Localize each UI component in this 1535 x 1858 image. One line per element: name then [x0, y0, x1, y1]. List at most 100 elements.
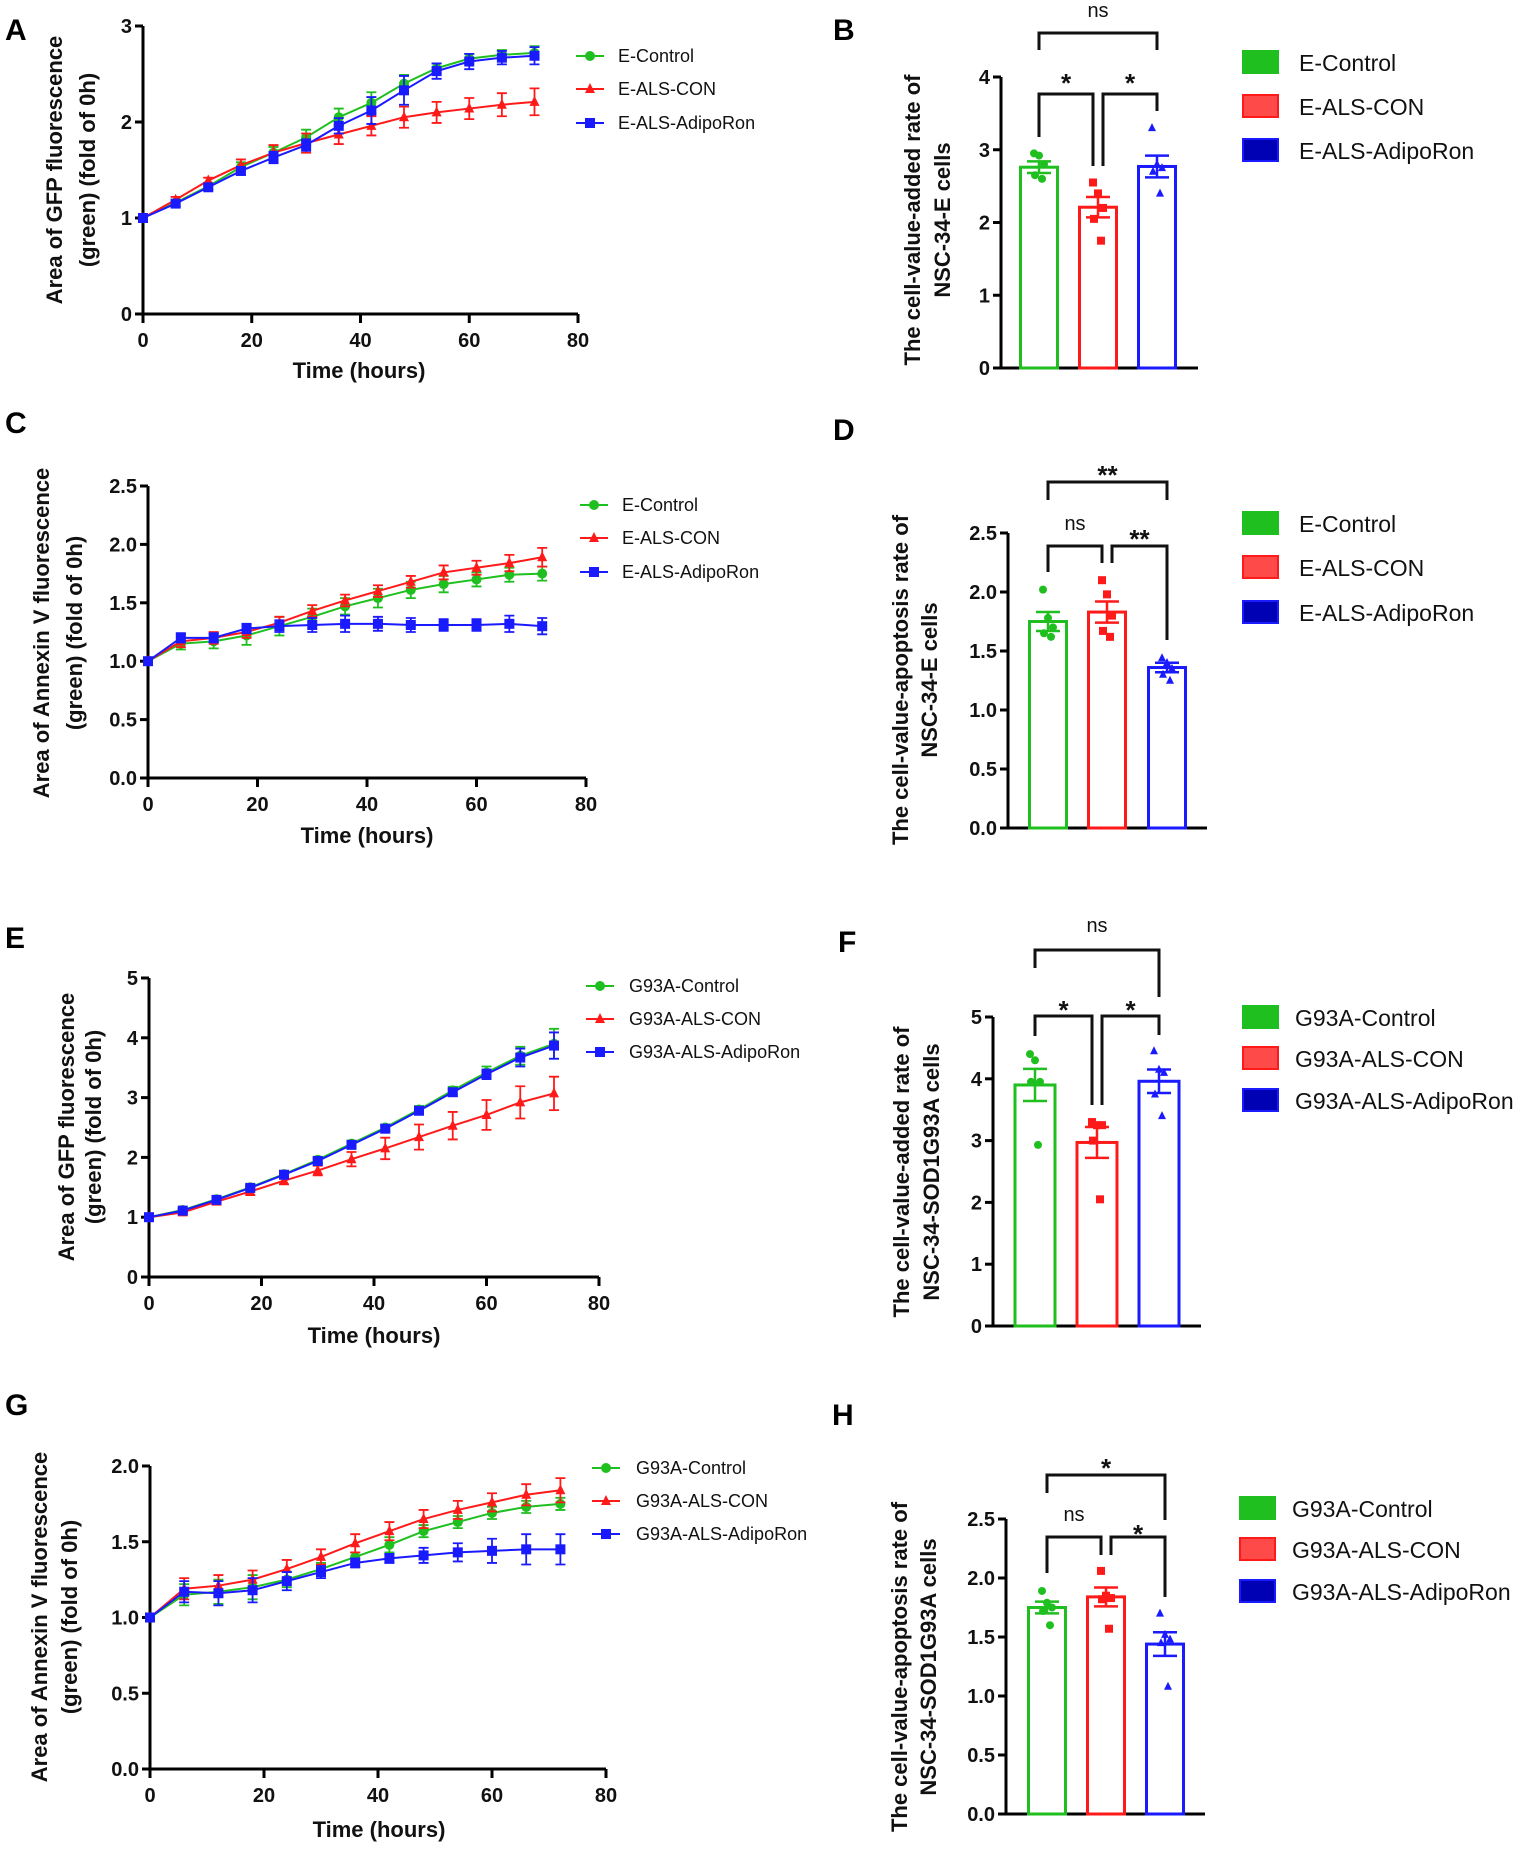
bar — [1075, 1140, 1119, 1328]
legend-label: E-ALS-CON — [622, 528, 720, 548]
y-tick-label: 3 — [121, 16, 132, 38]
legend-swatch — [1242, 50, 1279, 74]
data-point — [247, 1585, 258, 1596]
y-axis-title: NSC-34-E cells — [930, 142, 955, 297]
data-point — [384, 1539, 395, 1550]
y-tick-label: 1 — [127, 1207, 138, 1229]
data-point — [1031, 171, 1039, 180]
series-e-als-adiporon — [138, 46, 540, 223]
series-g93a-als-adiporon — [145, 1533, 566, 1623]
data-point — [1031, 1056, 1039, 1065]
y-tick-label: 0.5 — [969, 759, 997, 781]
data-point — [1099, 203, 1107, 212]
significance-bracket — [1046, 480, 1169, 500]
series-g93a-control — [144, 1027, 559, 1223]
y-tick-label: 2.5 — [967, 1509, 995, 1531]
x-axis-title: Time (hours) — [308, 1323, 441, 1348]
bar-group-g93a-als-con — [1086, 1566, 1126, 1816]
legend-label: E-ALS-AdipoRon — [622, 562, 759, 582]
data-point — [537, 551, 548, 562]
x-tick-label: 40 — [363, 1293, 385, 1315]
data-point — [521, 1544, 532, 1555]
data-point — [1103, 590, 1111, 599]
data-point — [1166, 1634, 1174, 1643]
legend-marker — [595, 1013, 605, 1023]
x-axis-title: Time (hours) — [301, 823, 434, 848]
data-point — [1155, 1064, 1163, 1073]
bar-group-g93a-als-con — [1075, 1118, 1119, 1328]
significance-label: * — [1125, 995, 1136, 1025]
data-point — [1097, 236, 1105, 245]
significance-label: ns — [1063, 1504, 1084, 1526]
significance-label: ** — [1097, 460, 1118, 490]
legend-swatch — [1242, 138, 1279, 162]
legend-item: G93A-ALS-AdipoRon — [592, 1524, 807, 1544]
legend-item: E-ALS-AdipoRon — [576, 113, 755, 133]
x-tick-label: 0 — [143, 1293, 154, 1315]
data-point — [555, 1498, 566, 1509]
data-point — [431, 66, 442, 77]
legend-label: G93A-ALS-CON — [629, 1009, 761, 1029]
data-point — [1166, 675, 1174, 684]
panel-letter: F — [838, 926, 856, 959]
legend-label: E-ALS-CON — [618, 79, 716, 99]
data-point — [307, 604, 318, 615]
data-point — [1094, 189, 1102, 198]
data-point — [414, 1105, 424, 1116]
significance-bracket — [1033, 1014, 1094, 1105]
panel-letter: C — [5, 407, 27, 440]
x-axis-title: Time (hours) — [293, 358, 426, 383]
x-tick-label: 40 — [367, 1785, 389, 1807]
panel-letter: H — [832, 1399, 854, 1432]
panel-e: E 0 1 2 3 4 5 Area of GFP fluorescence (green) (… — [5, 922, 800, 1348]
data-point — [279, 1169, 289, 1180]
legend-item: G93A-Control — [586, 976, 739, 996]
data-point — [1161, 1629, 1169, 1638]
data-point — [447, 1087, 458, 1098]
bar — [1147, 666, 1187, 830]
data-point — [1157, 1638, 1165, 1647]
data-point — [464, 56, 475, 67]
data-point — [464, 102, 475, 113]
data-point — [1049, 623, 1057, 632]
legend-swatch — [1242, 1005, 1279, 1029]
data-point — [245, 1182, 256, 1193]
bar-group-e-als-adiporon — [1147, 653, 1187, 830]
data-point — [1164, 1681, 1172, 1690]
data-point — [515, 1052, 526, 1063]
panel-g: G 0.0 0.5 1.0 1.5 2.0 Area of Annexin V fluore… — [5, 1389, 807, 1842]
data-point — [316, 1567, 326, 1578]
data-point — [333, 120, 344, 131]
legend-label: E-Control — [622, 495, 698, 515]
x-tick-label: 60 — [481, 1785, 503, 1807]
legend-swatch — [1242, 511, 1279, 535]
significance-label: ns — [1087, 0, 1108, 22]
significance-label: ns — [1064, 513, 1085, 535]
bar — [1013, 1083, 1057, 1328]
data-point — [496, 98, 507, 109]
data-point — [380, 1142, 391, 1153]
significance-label: * — [1125, 68, 1136, 98]
y-tick-label: 2.5 — [969, 523, 997, 545]
data-point — [1048, 1603, 1056, 1612]
data-point — [521, 1488, 532, 1499]
data-point — [380, 1123, 391, 1134]
data-point — [515, 1096, 526, 1107]
x-tick-label: 80 — [567, 330, 589, 352]
y-tick-label: 0.5 — [109, 710, 137, 732]
data-point — [471, 574, 482, 585]
data-point — [1153, 159, 1161, 168]
legend-item: G93A-Control — [1239, 1496, 1433, 1522]
legend-item: E-ALS-CON — [580, 528, 720, 548]
legend-marker — [585, 118, 595, 128]
legend-item: E-ALS-CON — [1242, 555, 1424, 581]
bar-group-e-als-adiporon — [1137, 123, 1177, 370]
data-point — [274, 621, 285, 632]
data-point — [1089, 1136, 1097, 1145]
data-point — [1098, 576, 1106, 585]
data-point — [496, 52, 507, 63]
data-point — [1158, 1111, 1166, 1120]
panel-h: H 0.0 0.5 1.0 1.5 2.0 2.5 The cell-value-apopto… — [832, 1399, 1511, 1832]
data-point — [1097, 1566, 1105, 1575]
